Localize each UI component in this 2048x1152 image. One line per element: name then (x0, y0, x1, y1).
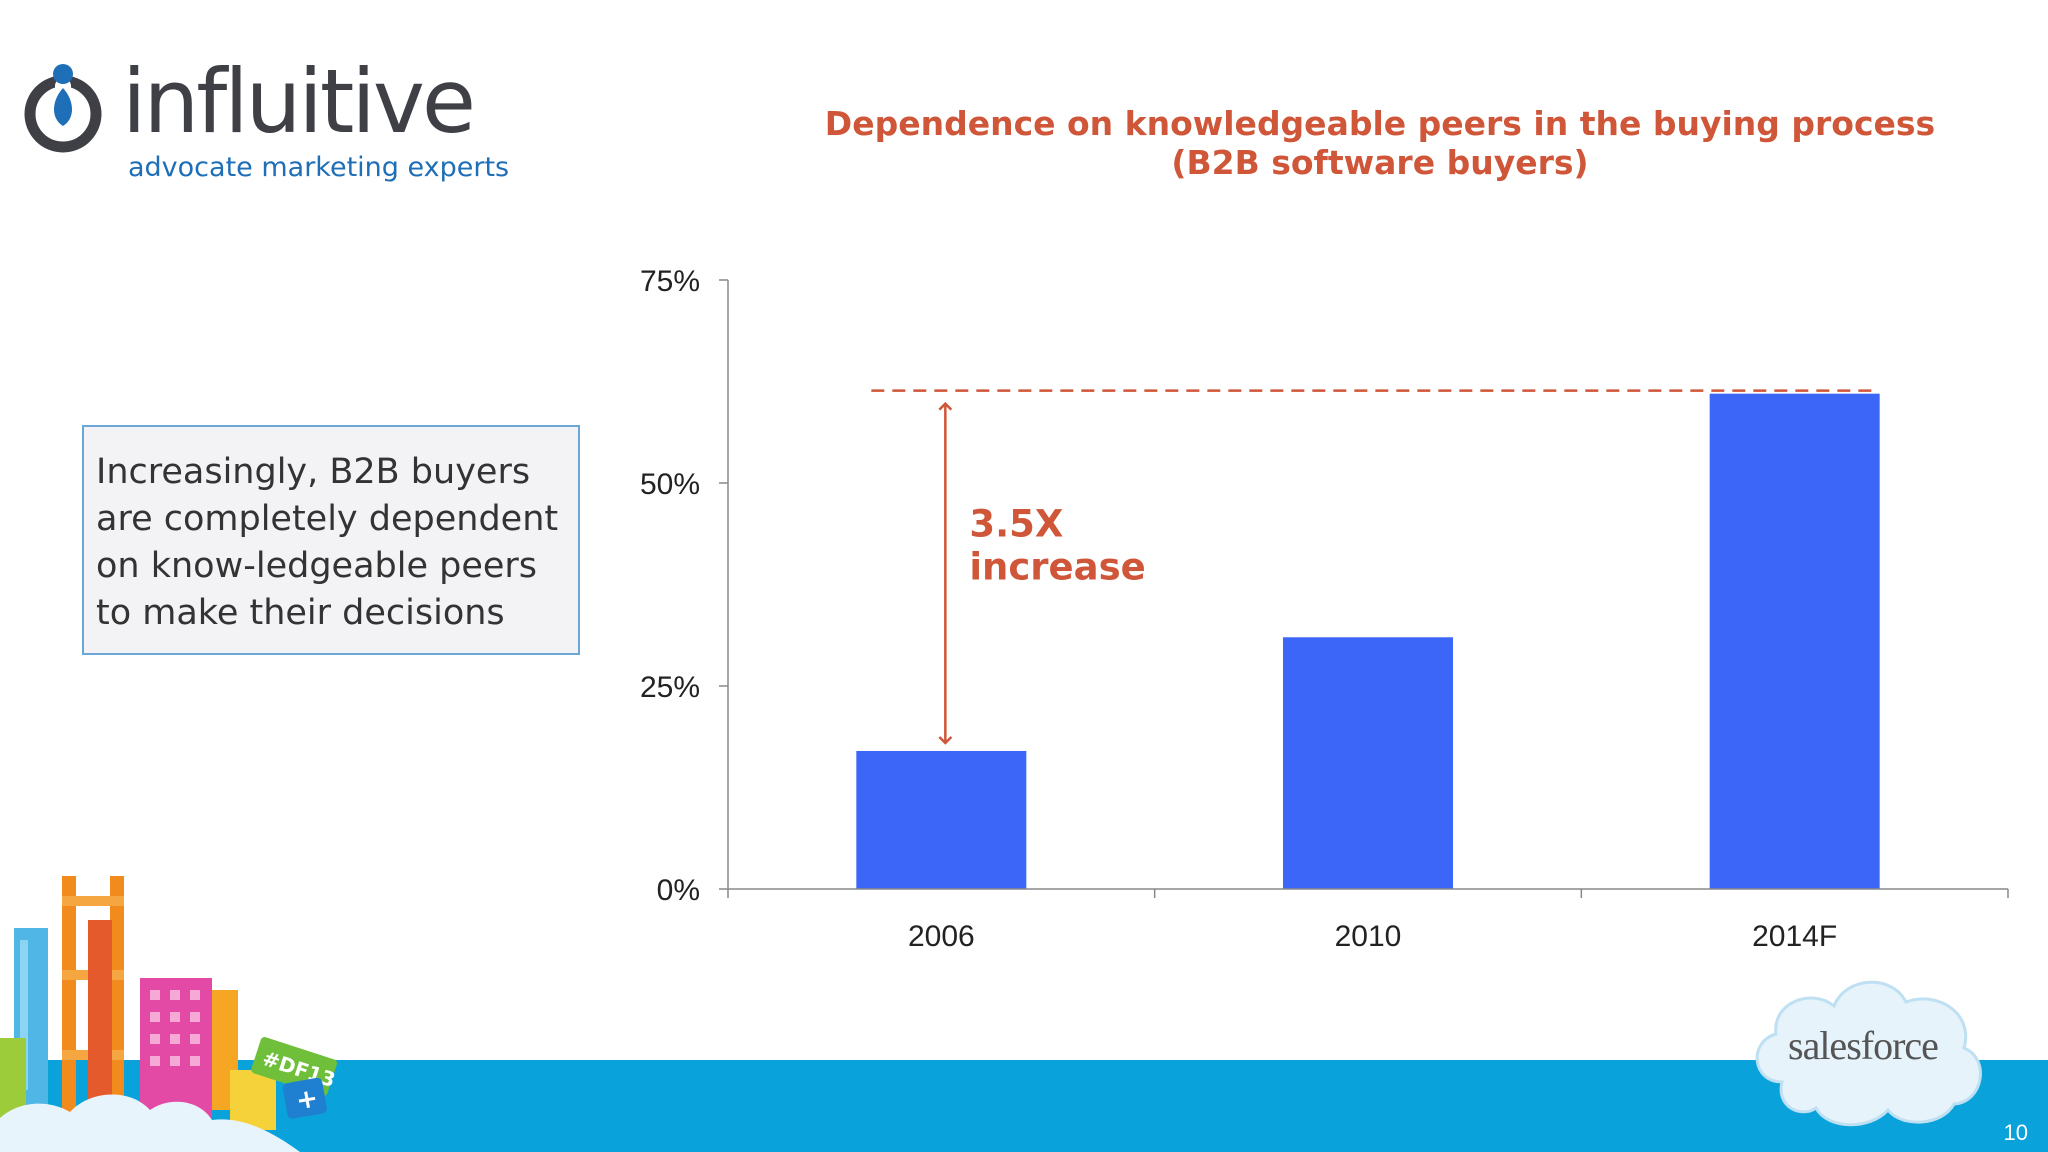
x-tick-label: 2006 (908, 920, 975, 953)
x-tick-label: 2010 (1335, 920, 1402, 953)
chart-title-line2: (B2B software buyers) (1171, 143, 1589, 182)
salesforce-cloud-icon (1755, 980, 1982, 1127)
bar-2010 (1283, 637, 1453, 889)
brand-tagline: advocate marketing experts (128, 152, 510, 183)
page-number: 10 (2003, 1120, 2028, 1145)
chart-title-line1: Dependence on knowledgeable peers in the… (824, 104, 1936, 143)
bar-2014F (1709, 393, 1880, 889)
x-tick-label: 2014F (1752, 920, 1837, 953)
bar-2006 (856, 750, 1027, 889)
callout-box: Increasingly, B2B buyers are completely … (82, 425, 580, 655)
y-tick-label: 0% (657, 874, 700, 907)
plus-badge-label: + (294, 1083, 321, 1116)
salesforce-logo-text: salesforce (1788, 1023, 1939, 1068)
y-tick-label: 25% (640, 671, 700, 704)
influitive-logo-icon (24, 64, 102, 153)
annotation-multiplier: 3.5X (969, 503, 1063, 546)
bar-chart: 2006 2010 2014F 0% 25% 50% 75% 3.5X increase (640, 265, 2009, 953)
footer-band (0, 1060, 2048, 1152)
brand-name: influitive (122, 50, 476, 153)
influitive-logo: influitive advocate marketing experts (22, 50, 509, 192)
y-tick-label: 75% (640, 265, 700, 298)
city-skyline-illustration: #DF13 + (0, 876, 338, 1152)
y-tick-label: 50% (640, 468, 700, 501)
annotation-label: increase (969, 546, 1145, 589)
chart-title: Dependence on knowledgeable peers in the… (820, 104, 1940, 182)
